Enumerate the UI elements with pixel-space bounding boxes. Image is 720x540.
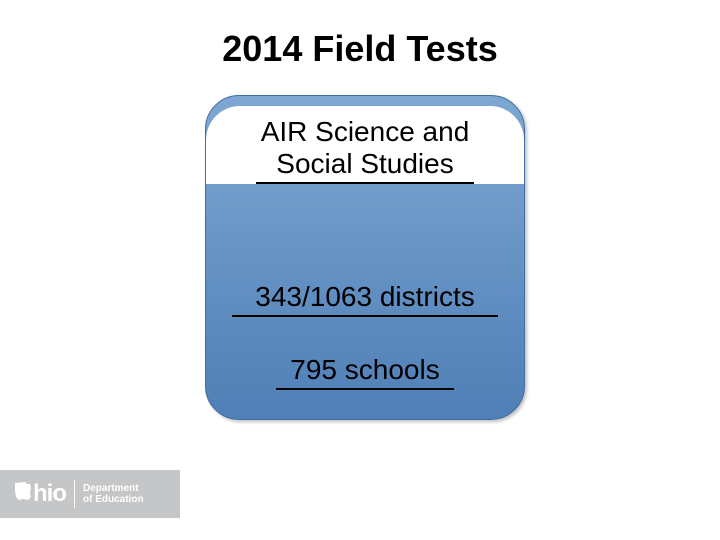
stat-schools-underline [276,388,454,390]
stat-districts-underline [232,315,498,317]
footer-bar: hio Department of Education [0,470,180,518]
footer-dept-line2: of Education [83,494,144,505]
slide-title: 2014 Field Tests [0,28,720,70]
footer-divider [74,480,75,508]
card-header-underline [256,182,474,184]
ohio-logo: hio [14,480,66,508]
stat-schools-text: 795 schools [290,354,439,385]
slide: 2014 Field Tests AIR Science and Social … [0,0,720,540]
card-header-line1: AIR Science and [224,116,506,148]
stat-schools: 795 schools [206,354,524,390]
stat-districts-text: 343/1063 districts [255,281,474,312]
ohio-text: hio [33,480,66,508]
footer-dept-line1: Department [83,483,144,494]
card-header: AIR Science and Social Studies [206,106,524,184]
card-header-line2: Social Studies [224,148,506,180]
ohio-state-icon [14,480,32,500]
footer-dept: Department of Education [83,483,144,505]
info-card: AIR Science and Social Studies 343/1063 … [205,95,525,420]
stat-districts: 343/1063 districts [206,281,524,317]
